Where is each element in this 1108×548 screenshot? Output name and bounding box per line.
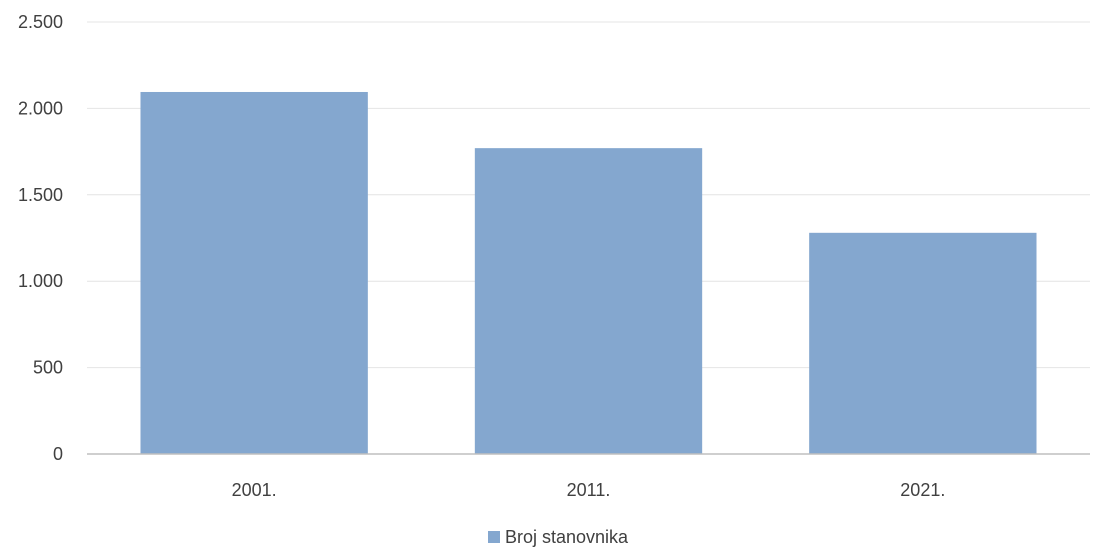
y-tick-label: 1.500 (18, 185, 63, 205)
x-tick-label: 2001. (232, 480, 277, 500)
x-axis-tick-labels: 2001. 2011. 2021. (232, 480, 946, 500)
y-tick-label: 500 (33, 358, 63, 378)
legend: Broj stanovnika (488, 527, 629, 547)
legend-label: Broj stanovnika (505, 527, 629, 547)
y-axis-tick-labels: 0 500 1.000 1.500 2.000 2.500 (18, 12, 63, 464)
bar (474, 148, 703, 455)
y-tick-label: 2.500 (18, 12, 63, 32)
x-tick-label: 2011. (567, 480, 611, 500)
legend-swatch (488, 531, 500, 543)
bar (809, 232, 1037, 454)
y-tick-label: 1.000 (18, 271, 63, 291)
y-tick-label: 2.000 (18, 98, 63, 118)
bar (140, 91, 368, 454)
x-tick-label: 2021. (900, 480, 945, 500)
bars (140, 91, 1037, 455)
y-tick-label: 0 (53, 444, 63, 464)
